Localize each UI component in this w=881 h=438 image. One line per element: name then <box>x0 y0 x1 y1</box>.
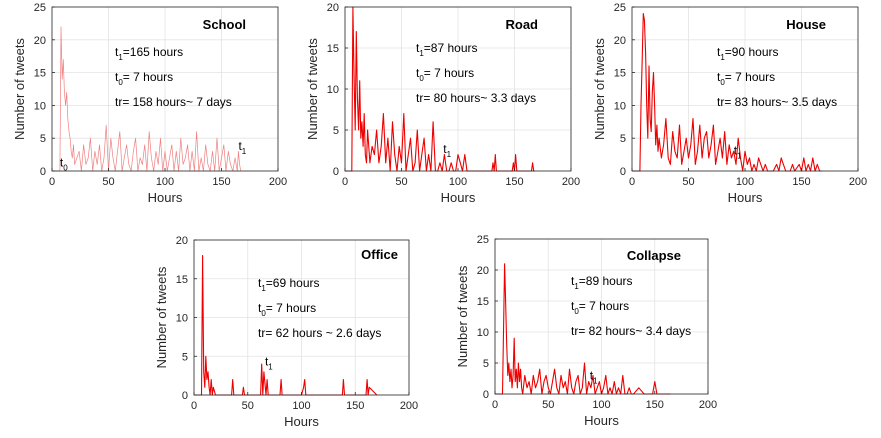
x-tick-label: 200 <box>400 400 418 412</box>
x-tick-label: 50 <box>682 176 694 188</box>
chart-panel-school: 0 50 100 150 200 0 5 10 15 20 25 Hours Number of twe… <box>12 2 287 205</box>
chart-panel-office: 0 50 100 150 200 0 5 10 15 20 Hours Number of tweet… <box>154 235 418 429</box>
marker-label: t1 <box>238 139 246 156</box>
y-tick-label: 25 <box>34 2 46 14</box>
y-tick-label: 10 <box>34 100 46 112</box>
annotation-text: t1=90 hours <box>717 45 779 62</box>
y-tick-label: 0 <box>40 166 46 178</box>
x-tick-label: 150 <box>346 400 364 412</box>
annotation-text: tr= 80 hours~ 3.3 days <box>416 91 536 105</box>
y-tick-label: 0 <box>483 389 489 401</box>
annotation-text: tr= 158 hours~ 7 days <box>115 95 232 109</box>
x-tick-label: 200 <box>562 176 580 188</box>
annotation-text: t0= 7 hours <box>115 70 173 87</box>
x-tick-label: 100 <box>449 176 467 188</box>
series-line <box>52 26 242 172</box>
chart-panel-road: 0 50 100 150 200 0 5 10 15 20 Hours Number of tweet… <box>305 2 580 205</box>
y-tick-label: 15 <box>327 43 339 55</box>
y-tick-label: 5 <box>40 133 46 145</box>
panel-title: School <box>203 17 246 32</box>
x-tick-label: 0 <box>492 399 498 411</box>
x-tick-label: 150 <box>792 176 810 188</box>
series-line <box>345 6 535 172</box>
panel-title: Collapse <box>627 248 681 263</box>
annotation-text: t1=87 hours <box>416 41 478 58</box>
chart-panel-house: 0 50 100 150 200 0 5 10 15 20 25 Hours Number of twe… <box>592 2 867 205</box>
x-tick-label: 0 <box>629 176 635 188</box>
x-tick-label: 50 <box>242 400 254 412</box>
annotation-text: tr= 82 hours~ 3.4 days <box>571 324 691 338</box>
x-tick-label: 50 <box>395 176 407 188</box>
annotation-text: t1=165 hours <box>115 45 183 62</box>
x-tick-label: 200 <box>699 399 717 411</box>
x-axis-label: Hours <box>584 413 619 428</box>
y-tick-label: 20 <box>34 35 46 47</box>
x-axis-label: Hours <box>728 190 763 205</box>
x-tick-label: 100 <box>592 399 610 411</box>
y-tick-label: 25 <box>614 2 626 14</box>
y-tick-label: 10 <box>477 327 489 339</box>
x-tick-label: 0 <box>342 176 348 188</box>
y-tick-label: 10 <box>327 84 339 96</box>
y-tick-label: 15 <box>176 274 188 286</box>
y-tick-label: 20 <box>327 2 339 14</box>
annotation-text: t1=69 hours <box>258 276 320 293</box>
x-tick-label: 150 <box>646 399 664 411</box>
y-tick-label: 15 <box>477 296 489 308</box>
x-tick-label: 150 <box>212 176 230 188</box>
x-axis-label: Hours <box>284 414 319 429</box>
panel-title: House <box>786 17 826 32</box>
y-tick-label: 5 <box>620 133 626 145</box>
x-tick-label: 0 <box>49 176 55 188</box>
y-tick-label: 5 <box>182 351 188 363</box>
y-tick-label: 25 <box>477 234 489 246</box>
annotation-text: t0= 7 hours <box>416 66 474 83</box>
x-tick-label: 50 <box>542 399 554 411</box>
marker-label: t1 <box>734 144 742 161</box>
panel-title: Office <box>361 247 398 262</box>
annotation-text: t1=89 hours <box>571 274 633 291</box>
y-tick-label: 15 <box>614 68 626 80</box>
marker-label: t0 <box>60 155 68 172</box>
x-tick-label: 0 <box>191 400 197 412</box>
y-tick-label: 0 <box>333 166 339 178</box>
annotation-text: tr= 62 hours ~ 2.6 days <box>258 326 381 340</box>
annotation-text: t0= 7 hours <box>571 299 629 316</box>
x-tick-label: 100 <box>736 176 754 188</box>
y-axis-label: Number of tweets <box>592 38 607 140</box>
y-axis-label: Number of tweets <box>154 266 169 368</box>
annotation-text: t0= 7 hours <box>717 70 775 87</box>
x-axis-label: Hours <box>441 190 476 205</box>
x-tick-label: 50 <box>102 176 114 188</box>
y-tick-label: 0 <box>182 390 188 402</box>
x-tick-label: 200 <box>269 176 287 188</box>
x-axis-label: Hours <box>148 190 183 205</box>
y-tick-label: 5 <box>333 125 339 137</box>
y-axis-label: Number of tweets <box>305 38 320 140</box>
y-tick-label: 15 <box>34 68 46 80</box>
annotation-text: t0= 7 hours <box>258 301 316 318</box>
y-tick-label: 10 <box>614 100 626 112</box>
y-tick-label: 20 <box>176 235 188 247</box>
chart-panel-collapse: 0 50 100 150 200 0 5 10 15 20 25 Hours Number of twe… <box>455 234 717 428</box>
series-line <box>495 263 671 395</box>
y-axis-label: Number of tweets <box>455 265 470 367</box>
y-tick-label: 10 <box>176 313 188 325</box>
x-tick-label: 150 <box>505 176 523 188</box>
y-tick-label: 20 <box>614 35 626 47</box>
y-axis-label: Number of tweets <box>12 38 27 140</box>
x-tick-label: 100 <box>156 176 174 188</box>
y-tick-label: 0 <box>620 166 626 178</box>
x-tick-label: 200 <box>849 176 867 188</box>
y-tick-label: 5 <box>483 358 489 370</box>
x-tick-label: 100 <box>292 400 310 412</box>
annotation-text: tr= 83 hours~ 3.5 days <box>717 95 837 109</box>
panel-title: Road <box>506 17 539 32</box>
marker-label: t1 <box>590 369 598 386</box>
series-line <box>632 13 822 172</box>
y-tick-label: 20 <box>477 265 489 277</box>
marker-label: t1 <box>443 142 451 159</box>
marker-label: t1 <box>265 355 273 372</box>
